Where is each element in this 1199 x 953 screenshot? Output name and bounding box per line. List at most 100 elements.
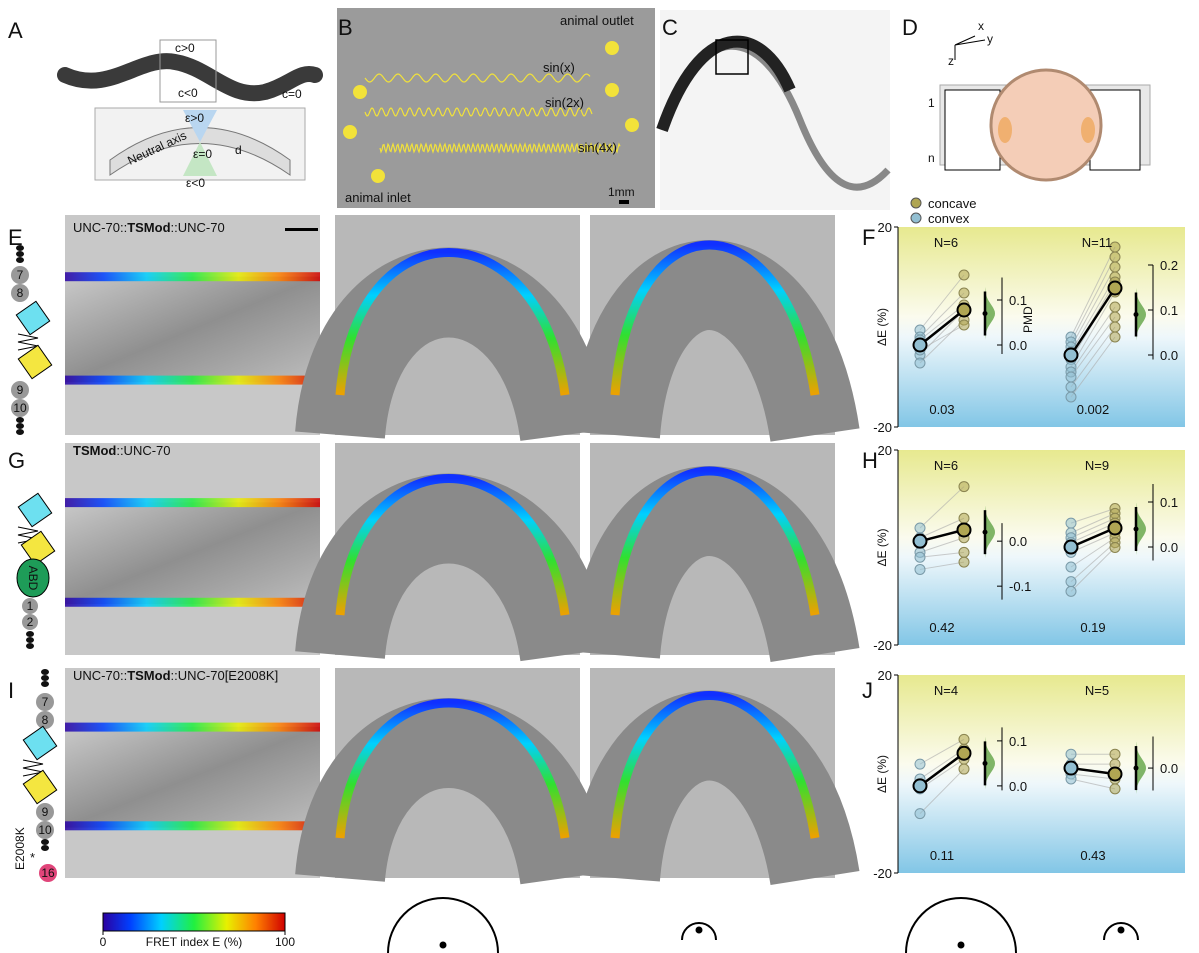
effect-tick-label: -0.1: [1009, 579, 1031, 594]
annotation: c>0: [175, 41, 195, 55]
y-axis-label: ΔE (%): [875, 308, 889, 346]
construct-part: ::UNC-70: [171, 220, 225, 235]
annotation: ε<0: [186, 176, 205, 190]
concave-point: [1110, 252, 1120, 262]
n-label: N=6: [934, 458, 958, 473]
concave-point: [1110, 332, 1120, 342]
p-value: 0.11: [930, 848, 954, 863]
repeat: [26, 631, 34, 637]
convex-point: [915, 358, 925, 368]
annotation: animal outlet: [560, 13, 634, 28]
panel-label: A: [8, 18, 23, 43]
repeat: [16, 429, 24, 435]
annotation: animal inlet: [345, 190, 411, 205]
repeat: [41, 669, 49, 675]
concave-mean: [958, 747, 971, 760]
repeat: [16, 423, 24, 429]
construct-part: TSMod: [127, 220, 170, 235]
concave-mean: [1109, 282, 1122, 295]
effect-tick-label: 0.0: [1160, 540, 1178, 555]
y-tick-label: 20: [878, 443, 892, 458]
panel-label: I: [8, 678, 14, 703]
convex-point: [1066, 392, 1076, 402]
convex-point: [915, 809, 925, 819]
fluorophore: [18, 345, 51, 378]
y-tick-label: 20: [878, 668, 892, 683]
y-axis-label: ΔE (%): [875, 528, 889, 566]
fret-band: [65, 376, 320, 385]
domain-label: 9: [17, 383, 24, 397]
fluorophore: [16, 301, 49, 334]
p-value: 0.43: [1080, 848, 1105, 863]
domain-label: 7: [42, 695, 49, 709]
convex-point: [915, 552, 925, 562]
panel-label: F: [862, 225, 875, 250]
concave-point: [959, 482, 969, 492]
concave-point: [959, 288, 969, 298]
convex-point: [1066, 562, 1076, 572]
construct-label: TSMod::UNC-70: [73, 443, 171, 458]
port: [605, 41, 619, 55]
chart-background: [898, 450, 1185, 645]
domain-label: 10: [38, 823, 52, 837]
effect-tick-label: 0.1: [1160, 495, 1178, 510]
concave-mean: [1109, 522, 1122, 535]
concave-point: [1110, 262, 1120, 272]
annotation: ε>0: [185, 111, 204, 125]
p-value: 0.42: [929, 620, 954, 635]
n-label: N=9: [1085, 458, 1109, 473]
p-value: 0.19: [1080, 620, 1105, 635]
convex-mean: [1065, 541, 1078, 554]
domain-label: ABD: [26, 566, 40, 591]
annotation: sin(x): [543, 60, 575, 75]
repeat: [41, 839, 49, 845]
port: [625, 118, 639, 132]
convex-mean: [914, 535, 927, 548]
convex-point: [915, 523, 925, 533]
colorbar-tick-label: 100: [275, 935, 295, 949]
fret-band: [65, 723, 320, 732]
construct-label: UNC-70::TSMod::UNC-70: [73, 220, 225, 235]
repeat: [16, 417, 24, 423]
panel-label: B: [338, 15, 353, 40]
repeat: [41, 845, 49, 851]
effect-tick-label: 0.1: [1009, 734, 1027, 749]
panel-label: H: [862, 448, 878, 473]
legend-swatch: [911, 213, 921, 223]
mutation-mark: *: [30, 850, 35, 865]
legend-label: convex: [928, 211, 970, 226]
n-label: N=6: [934, 235, 958, 250]
construct-part: TSMod: [73, 443, 116, 458]
n-label: N=5: [1085, 683, 1109, 698]
port: [353, 85, 367, 99]
repeat: [26, 643, 34, 649]
axis-label: y: [987, 32, 993, 46]
colorbar: [103, 913, 285, 931]
y-tick-label: 20: [878, 220, 892, 235]
convex-mean: [1065, 762, 1078, 775]
concave-mean: [1109, 768, 1122, 781]
domain-label: 2: [27, 615, 34, 629]
annotation: sin(4x): [578, 140, 617, 155]
fluorophore: [23, 726, 56, 759]
effect-tick-label: 0.0: [1009, 534, 1027, 549]
repeat: [41, 675, 49, 681]
convex-point: [1066, 586, 1076, 596]
fret-band: [65, 498, 320, 507]
scale-label: 1mm: [608, 185, 635, 199]
n-label: N=11: [1082, 235, 1112, 250]
concave-point: [959, 320, 969, 330]
axis-label: x: [978, 19, 984, 33]
panel-label: C: [662, 15, 678, 40]
fret-band: [65, 821, 320, 830]
concave-point: [959, 557, 969, 567]
convex-point: [1066, 372, 1076, 382]
concave-point: [959, 270, 969, 280]
domain-label: 8: [42, 713, 49, 727]
concave-point: [959, 764, 969, 774]
domain-label: 10: [13, 401, 27, 415]
y-tick-label: -20: [873, 638, 892, 653]
convex-point: [1066, 382, 1076, 392]
effect-point: [1134, 312, 1139, 317]
p-value: 0.03: [929, 402, 954, 417]
